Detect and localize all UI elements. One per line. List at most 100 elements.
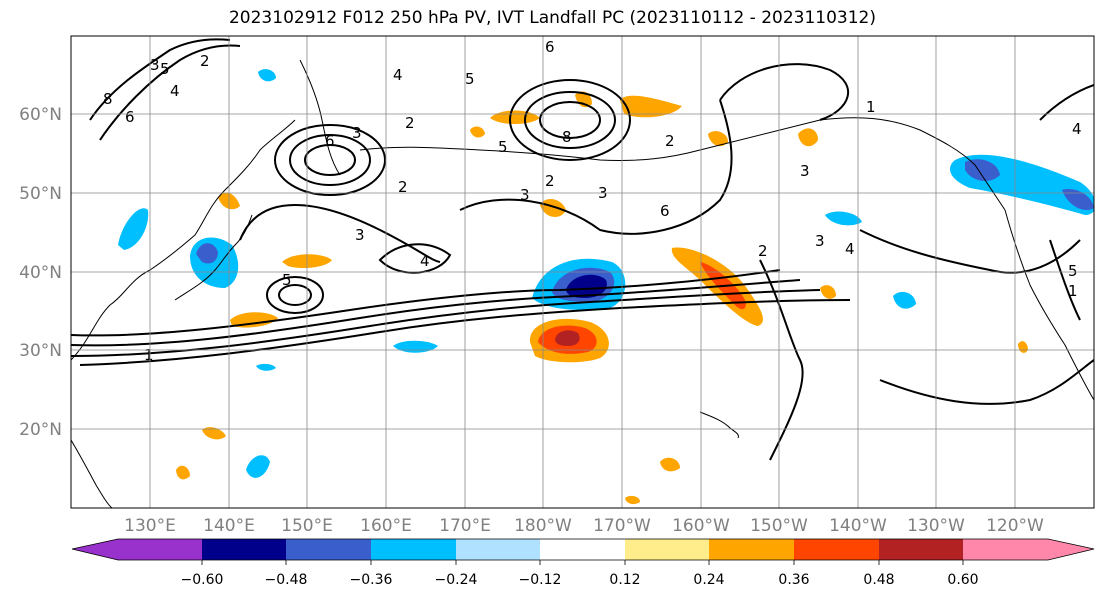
lon-labels: 130°E 140°E 150°E 160°E 170°E 180°W 170°… <box>124 516 1044 536</box>
contour-label: 3 <box>815 232 825 250</box>
positive-anomaly-patch <box>230 312 278 328</box>
contour-label: 2 <box>398 178 408 196</box>
pv-contour <box>239 204 441 263</box>
colorbar-tick-label: −0.24 <box>435 572 478 588</box>
negative-anomaly-patch <box>1062 189 1094 210</box>
pv-contour <box>274 124 386 196</box>
negative-anomaly-patch <box>246 455 270 478</box>
colorbar-tick-label: 0.12 <box>609 572 640 588</box>
coastline-philippines <box>71 439 113 508</box>
contour-label: 2 <box>545 172 555 190</box>
contour-label: 6 <box>325 132 335 150</box>
lon-label: 140°W <box>829 516 887 536</box>
negative-anomaly-patch <box>118 208 149 250</box>
positive-anomaly-patch <box>555 330 580 346</box>
negative-anomaly-patch <box>258 69 276 82</box>
negative-anomaly-patch <box>965 159 1000 182</box>
contour-label: 4 <box>845 240 855 258</box>
negative-anomaly-patch <box>196 243 218 264</box>
negative-anomaly-patch <box>256 363 276 371</box>
colorbar-segment <box>371 539 456 560</box>
contour-label: 6 <box>660 202 670 220</box>
lat-label: 60°N <box>19 105 62 125</box>
lon-label: 150°W <box>750 516 808 536</box>
pv-contour <box>859 229 1081 274</box>
pv-contour <box>266 276 324 314</box>
coastline-alaska <box>699 117 1006 211</box>
coastline-kamchatka <box>299 59 341 176</box>
positive-anomaly-patch <box>625 495 640 505</box>
lon-label: 150°E <box>281 516 333 536</box>
colorbar-segment <box>202 539 286 560</box>
colorbar-tick-label: −0.36 <box>350 572 393 588</box>
contour-label: 1 <box>1068 282 1078 300</box>
coastline-hawaii <box>699 411 739 439</box>
colorbar-segment <box>72 539 202 560</box>
pv-contour <box>378 243 452 274</box>
lon-label: 140°E <box>203 516 255 536</box>
coastline-asia <box>71 119 296 361</box>
colorbar-segment <box>540 539 625 560</box>
contour-labels: 8 6 5 4 3 2 1 6 5 3 2 2 2 5 4 3 8 6 5 4 … <box>103 38 1082 364</box>
contour-label: 1 <box>866 98 876 116</box>
pv-contour <box>524 91 616 149</box>
negative-anomaly-patch <box>566 274 607 298</box>
colorbar-tick-label: −0.48 <box>265 572 308 588</box>
map-title: 2023102912 F012 250 hPa PV, IVT Landfall… <box>228 8 876 28</box>
pv-contour <box>71 279 801 347</box>
pv-contour <box>89 38 231 121</box>
lon-label: 170°W <box>593 516 651 536</box>
pv-contour <box>71 269 781 337</box>
contour-label: 2 <box>405 114 415 132</box>
colorbar: −0.60 −0.48 −0.36 −0.24 −0.12 0.12 0.24 … <box>71 538 1095 588</box>
contour-label: 5 <box>465 70 475 88</box>
colorbar-tick-label: −0.60 <box>181 572 224 588</box>
colorbar-outline <box>71 538 1095 561</box>
gridlines <box>71 36 1094 508</box>
contour-label: 2 <box>758 242 768 260</box>
lon-label: 180°W <box>514 516 572 536</box>
coastlines <box>71 59 1094 508</box>
colorbar-segment <box>625 539 709 560</box>
colorbar-tick-label: 0.36 <box>778 572 809 588</box>
colorbar-tick-label: 0.60 <box>947 572 978 588</box>
colorbar-tick-label: −0.12 <box>519 572 562 588</box>
pv-contour <box>71 289 821 357</box>
colorbar-segment <box>963 539 1094 560</box>
contour-label: 4 <box>170 82 180 100</box>
pv-contour <box>879 359 1094 405</box>
colorbar-tick-label: 0.48 <box>863 572 894 588</box>
positive-anomaly-patch <box>540 198 566 217</box>
pv-contour <box>509 79 631 161</box>
contour-label: 5 <box>160 60 170 78</box>
negative-anomaly-patch <box>893 291 916 309</box>
lon-label: 170°E <box>439 516 491 536</box>
lat-label: 40°N <box>19 263 62 283</box>
pv-contour <box>719 63 850 121</box>
pv-contours <box>71 38 1094 461</box>
pv-contour <box>304 144 356 176</box>
colorbar-tick-labels: −0.60 −0.48 −0.36 −0.24 −0.12 0.12 0.24 … <box>181 572 979 588</box>
contour-label: 5 <box>282 271 292 289</box>
pv-contour <box>539 101 601 139</box>
lat-label: 30°N <box>19 341 62 361</box>
contour-label: 4 <box>1072 120 1082 138</box>
pv-contour <box>759 259 804 461</box>
positive-anomaly-patch <box>470 126 485 138</box>
pv-contour <box>79 299 851 366</box>
colorbar-segment <box>879 539 963 560</box>
contour-label: 2 <box>200 52 210 70</box>
lon-label: 160°E <box>360 516 412 536</box>
contour-label: 3 <box>800 162 810 180</box>
colorbar-tick-label: 0.24 <box>693 572 724 588</box>
positive-anomaly-patch <box>660 457 680 472</box>
contour-label: 3 <box>520 186 530 204</box>
contour-label: 4 <box>420 252 430 270</box>
negative-anomaly-patch <box>825 211 862 226</box>
contour-label: 8 <box>562 128 572 146</box>
positive-anomaly-patch <box>620 95 682 118</box>
contour-label: 5 <box>498 138 508 156</box>
colorbar-segment <box>709 539 794 560</box>
colorbar-ticks <box>201 560 964 565</box>
